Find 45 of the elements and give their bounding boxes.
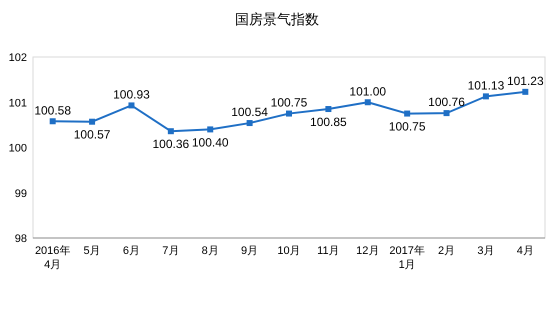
point	[128, 102, 134, 108]
point	[89, 118, 96, 125]
data-label: 100.93	[113, 87, 150, 102]
data-label: 100.54	[231, 105, 268, 120]
x-tick-label: 5月	[84, 245, 101, 257]
data-label: 101.00	[349, 84, 386, 98]
data-label: 100.76	[428, 95, 466, 110]
point	[444, 110, 450, 116]
x-tick-label: 9月	[241, 245, 258, 257]
x-tick-label: 2017年 1月	[389, 245, 425, 271]
point	[404, 110, 410, 117]
point	[522, 88, 528, 95]
point	[50, 118, 56, 124]
x-tick-label: 12月	[356, 245, 380, 257]
data-label: 100.40	[192, 135, 229, 150]
data-label: 100.75	[388, 120, 426, 134]
x-tick-label: 4月	[516, 245, 534, 257]
x-tick-label: 6月	[122, 245, 140, 257]
point	[168, 128, 174, 134]
data-label: 100.36	[152, 137, 190, 152]
data-label: 101.23	[506, 74, 544, 88]
x-tick-label: 7月	[162, 245, 180, 257]
x-tick-label: 8月	[202, 245, 219, 257]
y-tick-label: 99	[14, 188, 27, 200]
x-tick-label: 2月	[438, 245, 456, 257]
data-label: 100.57	[74, 128, 111, 142]
y-tick-label: 101	[8, 97, 27, 110]
chart-title: 国房景气指数	[235, 11, 319, 27]
data-label: 100.58	[34, 103, 72, 118]
point	[286, 110, 292, 117]
data-label: 100.85	[310, 115, 348, 130]
y-tick-label: 102	[8, 52, 27, 64]
point	[246, 120, 253, 126]
x-tick-label: 11月	[317, 245, 340, 257]
point	[364, 99, 371, 106]
x-tick-label: 10月	[277, 245, 301, 257]
y-tick-label: 98	[14, 233, 27, 245]
x-tick-label: 2016年 4月	[34, 245, 70, 271]
data-label: 101.13	[468, 78, 505, 92]
point	[325, 106, 332, 112]
point	[207, 126, 214, 132]
data-label: 100.75	[270, 96, 308, 110]
y-tick-label: 100	[8, 142, 27, 154]
x-tick-label: 3月	[477, 245, 494, 257]
point	[482, 93, 489, 100]
